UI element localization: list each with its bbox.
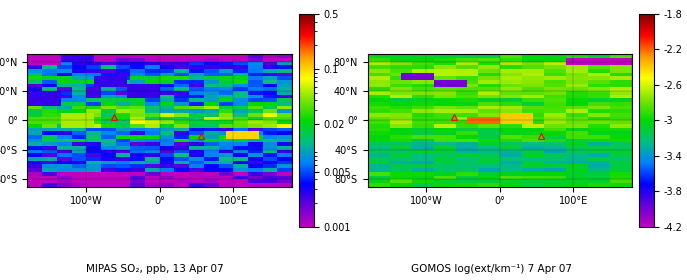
Text: GOMOS log(ext/km⁻¹) 7 Apr 07: GOMOS log(ext/km⁻¹) 7 Apr 07 (411, 263, 572, 274)
Text: MIPAS SO₂, ppb, 13 Apr 07: MIPAS SO₂, ppb, 13 Apr 07 (86, 263, 223, 274)
